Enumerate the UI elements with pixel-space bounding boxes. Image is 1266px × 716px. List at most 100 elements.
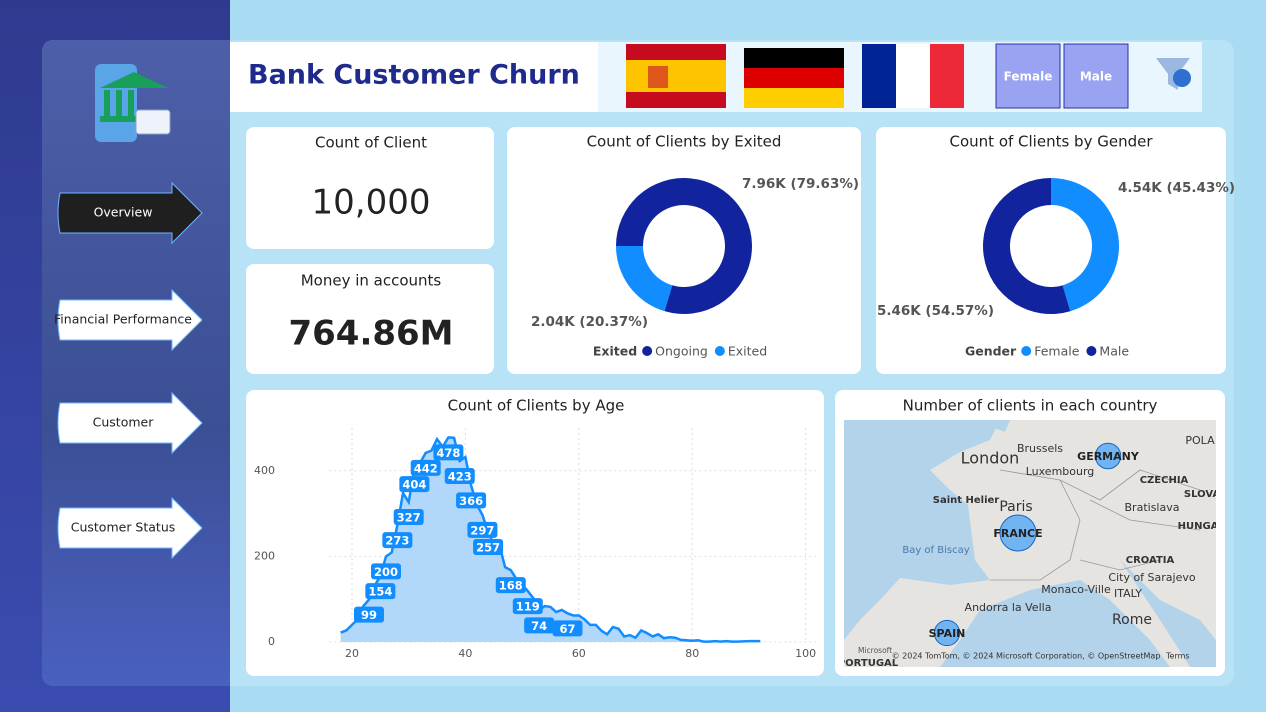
flag-france-band — [930, 44, 964, 108]
data-label-text: 327 — [397, 511, 421, 525]
legend-marker — [714, 346, 725, 356]
place-label: Saint Helier — [933, 495, 1000, 506]
app-logo — [95, 64, 171, 142]
data-label-bg — [512, 598, 543, 615]
terms-link[interactable]: Terms — [1165, 652, 1190, 661]
data-label-text: 67 — [559, 622, 575, 636]
x-tick-label: 60 — [572, 647, 586, 660]
data-label-bg — [495, 577, 526, 594]
data-label-text: 154 — [368, 585, 392, 599]
data-label-text: 257 — [476, 541, 500, 555]
country-label: SPAIN — [929, 627, 966, 640]
data-label: 404 — [399, 476, 430, 493]
flag-germany-band — [744, 88, 844, 108]
flag-spain-emblem — [648, 66, 668, 88]
data-label-text: 404 — [402, 478, 426, 492]
bubble[interactable] — [1094, 442, 1122, 470]
place-label: Monaco-Ville — [1041, 583, 1111, 596]
data-label-text: 99 — [361, 608, 377, 622]
data-label: 154 — [365, 583, 396, 600]
donut-segment — [983, 178, 1071, 314]
filter-button[interactable]: Male — [1063, 43, 1129, 109]
data-label: 442 — [410, 459, 441, 476]
flag-germany[interactable] — [744, 48, 844, 68]
map-sea — [1120, 560, 1216, 667]
data-label: 257 — [473, 539, 504, 556]
flag-france[interactable] — [862, 44, 896, 108]
place-label: Rome — [1112, 612, 1152, 628]
bubble[interactable] — [933, 619, 961, 647]
clear-filter-icon[interactable] — [1156, 58, 1191, 90]
y-tick-label: 200 — [254, 549, 275, 562]
nav-button[interactable]: Customer Status — [57, 496, 203, 560]
flag-germany-band — [744, 68, 844, 88]
data-label-text: 478 — [436, 446, 460, 460]
filter-label: Female — [1004, 70, 1053, 84]
card-value: 10,000 — [312, 183, 431, 223]
map-logo: Microsoft — [858, 646, 892, 655]
pillar — [116, 90, 122, 116]
area — [340, 437, 761, 642]
title-bar — [230, 42, 598, 112]
data-label-bg — [456, 492, 487, 509]
data-label: 74 — [524, 617, 555, 634]
place-label: Brussels — [1017, 442, 1063, 455]
place-label: SLOVA — [1184, 489, 1221, 500]
chart-card — [507, 127, 861, 374]
data-label: 273 — [382, 532, 413, 549]
clear-badge — [1173, 69, 1191, 87]
data-label: 4.54K (45.43%) — [1118, 180, 1235, 196]
data-label-text: 168 — [499, 579, 523, 593]
legend: Exited Ongoing Exited — [593, 344, 767, 359]
donut-segment — [616, 178, 752, 314]
place-label: Luxembourg — [1026, 465, 1095, 478]
bubble[interactable] — [999, 514, 1037, 552]
legend-label: Male — [1099, 344, 1129, 359]
card-title: Count of Client — [315, 134, 427, 152]
legend: Gender Female Male — [965, 344, 1129, 359]
data-label: 2.04K (20.37%) — [531, 314, 648, 330]
map-sea — [940, 580, 1170, 667]
data-label: 478 — [433, 444, 464, 461]
data-label-text: 273 — [385, 534, 409, 548]
nav-label: Customer — [93, 415, 155, 430]
x-tick-label: 80 — [685, 647, 699, 660]
nav-arrow — [57, 288, 203, 352]
nav-button[interactable]: Financial Performance — [54, 288, 203, 352]
data-label: 168 — [495, 577, 526, 594]
data-label: 366 — [456, 492, 487, 509]
chart-title: Count of Clients by Exited — [587, 133, 782, 151]
card — [246, 127, 494, 249]
data-label: 200 — [371, 563, 402, 580]
flag-spain-band — [626, 60, 726, 92]
data-label-text: 74 — [531, 619, 547, 633]
flags — [626, 44, 964, 108]
map-sea — [975, 420, 1010, 432]
data-label-text: 119 — [516, 600, 540, 614]
data-label-bg — [524, 617, 555, 634]
card-icon — [135, 109, 171, 135]
pillar — [128, 90, 134, 116]
chart-title: Count of Clients by Gender — [950, 133, 1154, 151]
nav-button[interactable]: Overview — [57, 181, 203, 245]
legend-label: Exited — [728, 344, 767, 359]
data-label-bg — [371, 563, 402, 580]
funnel — [1156, 58, 1190, 90]
donut-segment — [616, 246, 673, 312]
nav-button[interactable]: Customer — [57, 391, 203, 455]
data-label-bg — [473, 539, 504, 556]
filter-button[interactable]: Female — [995, 43, 1061, 109]
place-label: CZECHIA — [1140, 475, 1189, 486]
nav-label: Overview — [94, 205, 153, 220]
place-label: Bay of Biscay — [902, 545, 969, 556]
data-label: 7.96K (79.63%) — [742, 176, 859, 192]
data-label: 67 — [552, 620, 583, 637]
place-label: Paris — [999, 499, 1032, 515]
data-label-text: 442 — [414, 461, 438, 475]
card — [246, 264, 494, 374]
place-label: Bratislava — [1125, 501, 1180, 514]
data-label-bg — [353, 606, 384, 623]
place-label: POLA — [1185, 434, 1215, 447]
